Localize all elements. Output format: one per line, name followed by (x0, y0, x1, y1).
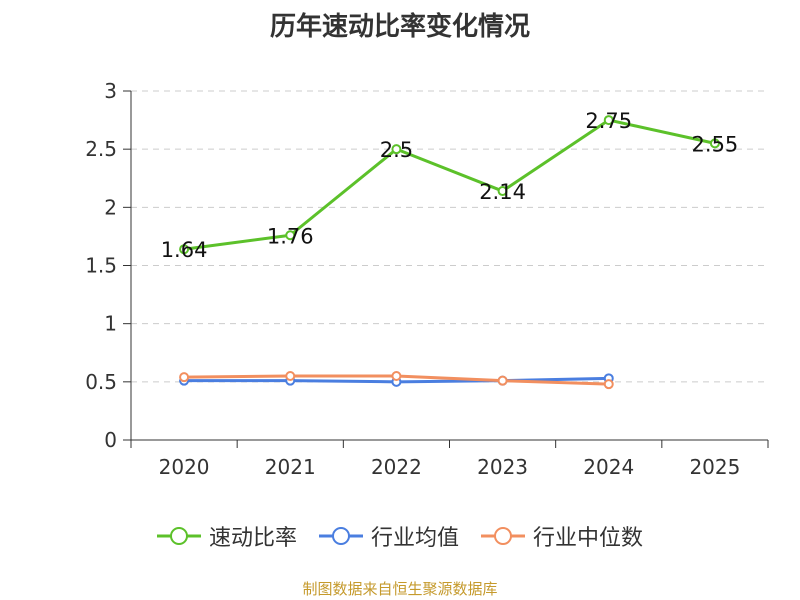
data-label: 2.75 (585, 109, 632, 133)
legend-label: 速动比率 (208, 526, 297, 551)
data-label: 2.55 (692, 132, 739, 156)
series-line-quick-ratio (183, 118, 716, 251)
x-tick-label: 2023 (477, 455, 528, 479)
data-point[interactable] (497, 186, 508, 197)
y-tick-label: 0.5 (85, 370, 117, 394)
data-point[interactable] (391, 144, 402, 155)
y-tick-label: 0 (104, 428, 117, 452)
data-point[interactable] (179, 244, 190, 255)
legend-label: 行业均值 (370, 526, 459, 551)
data-point[interactable] (603, 379, 614, 390)
data-label: 1.64 (161, 238, 208, 262)
y-tick-label: 2.5 (85, 137, 117, 161)
legend-label: 行业中位数 (533, 526, 644, 551)
legend-item[interactable]: 行业均值 (318, 520, 459, 552)
data-point[interactable] (709, 138, 720, 149)
data-source-note: 制图数据来自恒生聚源数据库 (302, 580, 498, 598)
legend-swatch-icon (481, 527, 525, 545)
chart-title: 历年速动比率变化情况 (269, 12, 530, 42)
data-point[interactable] (391, 371, 402, 382)
data-point[interactable] (179, 372, 190, 383)
x-tick-label: 2024 (583, 455, 634, 479)
chart-legend: 速动比率 行业均值 行业中位数 (0, 520, 800, 552)
data-point[interactable] (285, 371, 296, 382)
data-point[interactable] (497, 375, 508, 386)
y-tick-label: 3 (104, 79, 117, 103)
x-tick-label: 2020 (159, 455, 210, 479)
x-tick-label: 2021 (265, 455, 316, 479)
y-tick-label: 1.5 (85, 254, 117, 278)
legend-item[interactable]: 行业中位数 (481, 520, 643, 552)
data-label: 2.14 (479, 180, 526, 204)
y-tick-label: 1 (104, 312, 117, 336)
data-label: 2.5 (380, 138, 413, 162)
x-tick-label: 2025 (689, 455, 740, 479)
legend-item[interactable]: 速动比率 (156, 520, 297, 552)
x-tick-label: 2022 (371, 455, 422, 479)
data-label: 1.76 (267, 224, 314, 248)
legend-swatch-icon (318, 527, 363, 545)
data-point[interactable] (603, 115, 614, 126)
legend-swatch-icon (156, 527, 201, 545)
y-tick-label: 2 (104, 195, 117, 219)
data-point[interactable] (285, 230, 296, 241)
